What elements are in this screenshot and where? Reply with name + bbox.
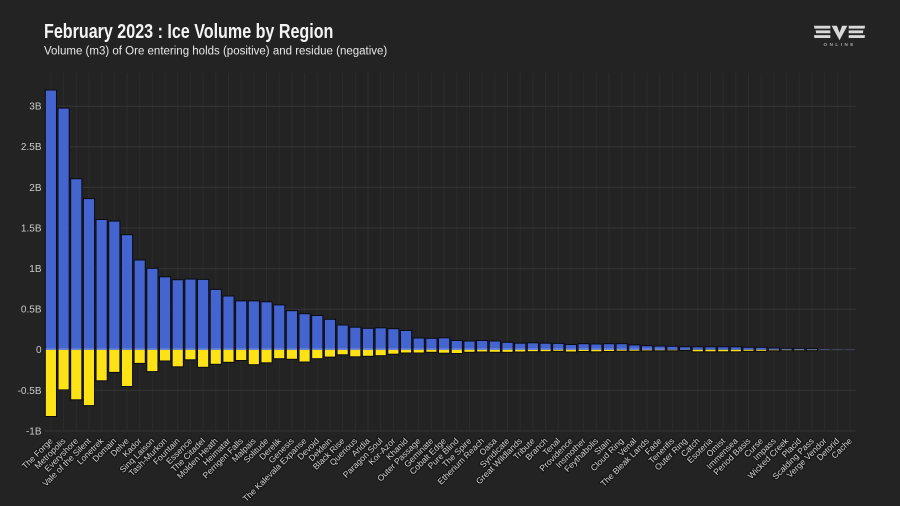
svg-text:Volume (m3) of Ore entering ho: Volume (m3) of Ore entering holds (posit… bbox=[44, 46, 387, 58]
svg-text:0.5B: 0.5B bbox=[21, 305, 42, 316]
svg-text:1B: 1B bbox=[29, 264, 42, 275]
svg-text:0: 0 bbox=[36, 345, 42, 356]
svg-text:-0.5B: -0.5B bbox=[18, 386, 42, 397]
svg-text:February 2023 : Ice Volume by: February 2023 : Ice Volume by Region bbox=[44, 20, 333, 42]
svg-text:3B: 3B bbox=[29, 102, 42, 113]
svg-text:2B: 2B bbox=[29, 183, 42, 194]
svg-text:ONLINE: ONLINE bbox=[824, 42, 856, 47]
svg-text:2.5B: 2.5B bbox=[21, 142, 42, 153]
svg-text:-1B: -1B bbox=[26, 426, 42, 437]
svg-text:1.5B: 1.5B bbox=[21, 223, 42, 234]
